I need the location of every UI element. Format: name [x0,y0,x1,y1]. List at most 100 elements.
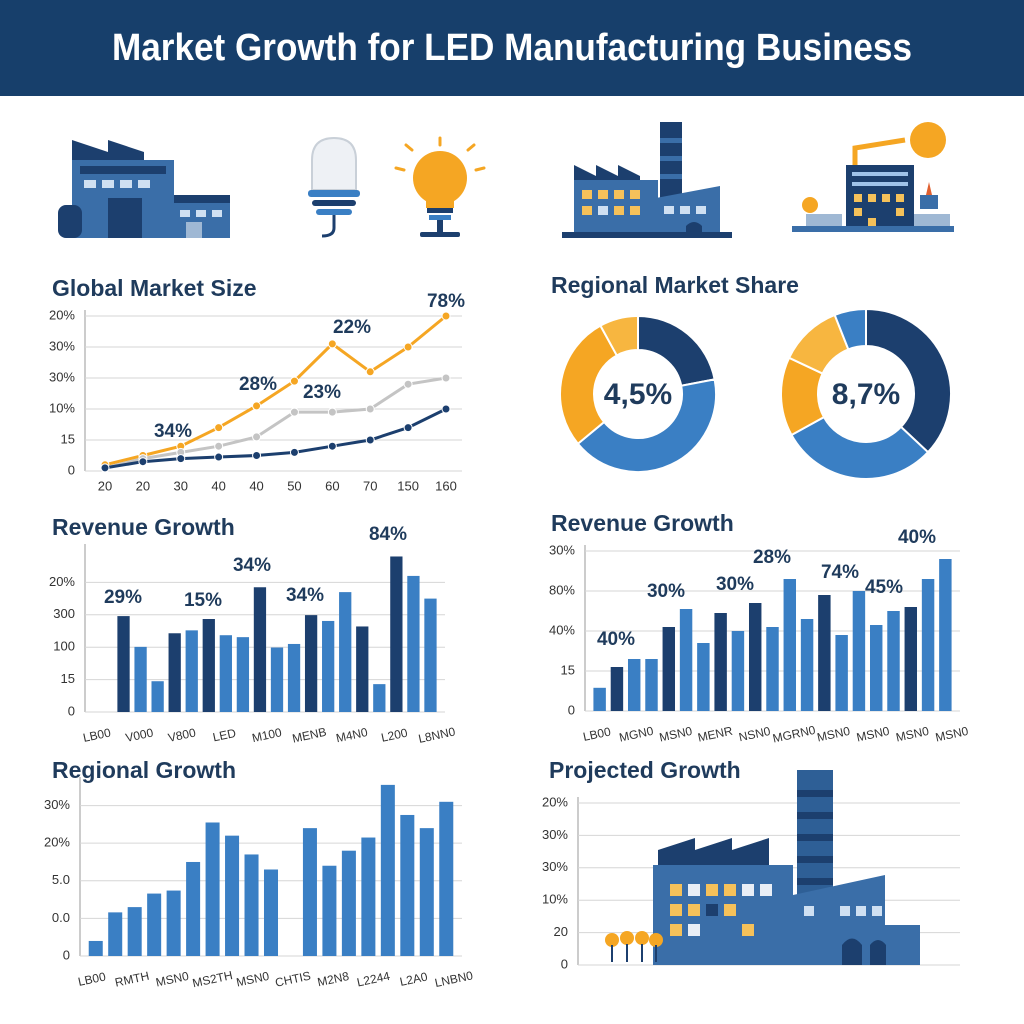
bar [225,835,240,956]
y-tick-label: 30% [542,827,568,842]
y-tick-label: 30% [549,542,575,557]
bar [407,575,420,712]
y-tick-label: 0 [63,947,70,962]
point [100,463,110,473]
annotation: 30% [716,574,754,595]
y-tick-label: 300 [53,606,75,621]
y-tick-label: 0 [561,956,568,971]
y-tick-label: 20 [554,924,568,939]
point [365,404,375,414]
point [289,447,299,457]
bar [818,595,831,711]
x-tick-label: 60 [325,478,339,493]
point [403,423,413,433]
y-tick-label: 0 [68,462,75,477]
y-tick-label: 30% [542,859,568,874]
x-tick-label: 150 [397,478,419,493]
bar [921,579,935,711]
x-tick-label: LED [211,726,237,745]
bar [835,635,848,711]
x-tick-label: RMTH [114,969,151,990]
y-tick-label: 40% [549,622,575,637]
bar [904,607,918,711]
y-tick-label: 30% [49,369,75,384]
y-tick-label: 20% [49,307,75,322]
bulb-icon [394,136,486,237]
bar [361,837,376,956]
bar [419,828,434,956]
point [252,432,262,442]
bar [219,635,232,712]
x-tick-label: NSN0 [737,724,772,744]
chart-title: Regional Market Share [551,272,799,298]
annotation: 22% [333,317,371,338]
x-tick-label: LNBN0 [433,968,474,990]
y-tick-label: 10% [49,400,75,415]
chart-title: Regional Growth [52,757,236,783]
point [403,342,413,352]
donut-segment [576,378,717,473]
chart-title: Projected Growth [549,757,741,783]
x-tick-label: V800 [167,725,198,745]
point [365,435,375,445]
bar [748,603,762,711]
led-icon [308,136,360,238]
point [252,451,262,460]
bar [731,631,745,711]
y-tick-label: 0 [568,702,575,717]
point [403,379,413,389]
annotation: 28% [753,547,791,568]
bar [244,854,259,956]
bar [766,627,779,711]
y-tick-label: 10% [542,892,568,907]
donut-segment [833,307,867,351]
annotation: 23% [303,382,341,403]
bar [869,625,883,711]
bar [322,865,337,956]
point [327,407,337,417]
y-tick-label: 20% [542,794,568,809]
point [138,457,148,467]
point [289,407,299,417]
annotation: 45% [865,577,903,598]
bar [852,591,866,711]
chart-title: Revenue Growth [551,510,734,536]
chart-title: Global Market Size [52,275,257,301]
bar [339,592,352,712]
x-tick-label: MGN0 [618,724,655,745]
bar [356,626,369,712]
point [214,423,224,433]
bar [253,587,267,712]
annotation: 30% [647,581,685,602]
point [327,339,337,349]
annotation: 40% [597,629,635,650]
x-tick-label: L200 [380,726,409,745]
bar [645,659,658,711]
bar [302,828,317,956]
annotation: 34% [154,421,192,442]
bar [127,907,142,956]
bar [304,615,318,712]
line [104,314,447,467]
point [252,401,262,411]
y-tick-label: 0.0 [52,910,70,925]
bar [679,609,693,711]
point [214,441,224,451]
donut-segment [599,314,639,357]
point [176,454,186,464]
bar [939,559,952,711]
y-tick-label: 0 [68,703,75,718]
x-tick-label: MSN0 [816,724,852,745]
x-tick-label: L2A0 [398,969,429,989]
bar [287,643,301,712]
donut-segment [637,314,716,387]
factory-icon [58,140,230,238]
bar [166,890,181,956]
y-tick-label: 20% [44,835,70,850]
bar [263,869,279,956]
bar [424,598,437,712]
annotation: 40% [898,527,936,548]
x-tick-label: M100 [251,725,284,745]
bar [134,646,147,712]
point [441,404,451,414]
